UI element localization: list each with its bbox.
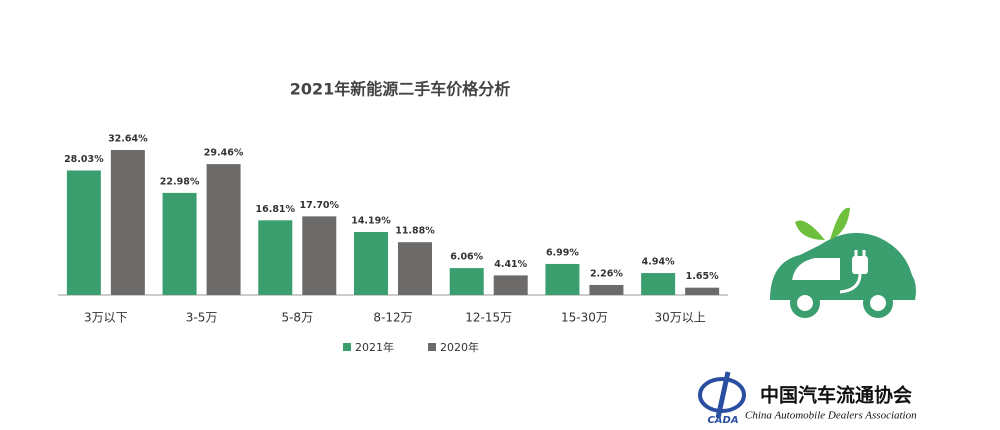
car-icon [770,207,916,318]
x-tick-label: 30万以上 [655,311,706,325]
x-tick-label: 12-15万 [465,311,512,325]
x-tick-label: 3-5万 [186,311,218,325]
logo-english: China Automobile Dealers Association [745,410,917,422]
bar [302,216,337,295]
x-tick-label: 15-30万 [561,311,608,325]
bar [162,192,197,295]
value-label: 28.03% [64,154,104,165]
value-label: 16.81% [255,204,295,215]
legend-swatch [428,343,436,351]
value-label: 6.06% [450,252,483,263]
value-label: 4.94% [642,257,675,268]
value-label: 29.46% [204,148,244,159]
x-tick-label: 8-12万 [373,311,412,325]
value-label: 17.70% [299,200,339,211]
bar [398,242,432,295]
bar [589,284,624,295]
x-tick-label: 3万以下 [84,311,128,325]
bar [641,273,676,295]
legend-label: 2020年 [440,340,479,354]
x-tick-label: 5-8万 [281,311,313,325]
bar [685,287,720,295]
bar [206,164,241,295]
value-label: 11.88% [395,226,435,237]
logo-name: 中国汽车流通协会 [760,384,912,407]
value-label: 32.64% [108,134,148,145]
bar [493,275,528,295]
legend-label: 2021年 [355,340,394,354]
value-label: 4.41% [494,259,527,270]
bar [449,268,484,295]
bar [354,231,388,295]
bar [66,170,101,295]
logo: CADA 中国汽车流通协会 China Automobile Dealers A… [698,371,917,426]
value-label: 6.99% [546,247,579,258]
bar [545,263,580,295]
bar [110,150,145,295]
value-label: 1.65% [686,271,719,282]
value-label: 2.26% [590,268,623,279]
legend-swatch [343,343,351,351]
chart-title: 2021年新能源二手车价格分析 [290,80,511,99]
value-label: 14.19% [351,215,391,226]
logo-abbr: CADA [707,415,738,426]
bar [258,220,293,295]
value-label: 22.98% [160,176,200,187]
